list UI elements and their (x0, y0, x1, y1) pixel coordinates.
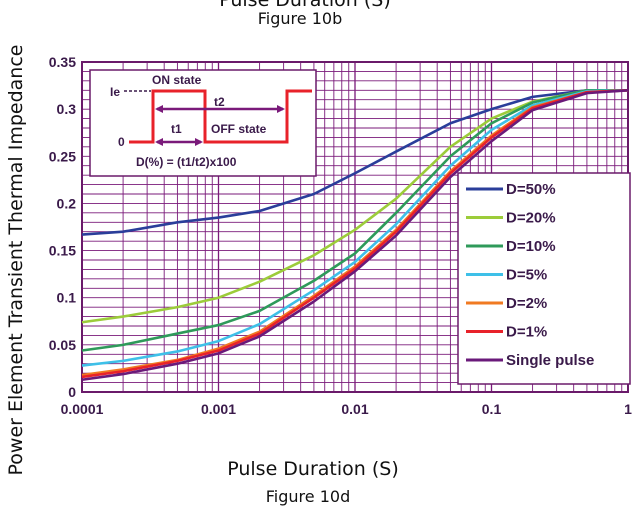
legend-label-d-1: D=1% (506, 324, 547, 341)
legend-label-single-pulse: Single pulse (506, 352, 594, 369)
x-tick-label: 0.0001 (61, 401, 104, 417)
y-axis-title: Power Element Transient Thermal Impedanc… (5, 45, 27, 476)
figure-label: Figure 10d (266, 487, 350, 506)
chart-legend: D=50% D=20% D=10% D=5% D=2% D=1% Single pulse (457, 172, 631, 385)
chart-tick-labels: 0.0001 0.001 0.01 0.1 1 0 0.05 0.1 0.15 0.2 0.25 0.… (49, 54, 632, 417)
series-line-d-1 (81, 88, 629, 379)
y-tick-label: 0.3 (57, 101, 77, 117)
y-tick-label: 0 (68, 384, 76, 400)
inset-pulse-wave (129, 89, 312, 144)
chart-series-lines (81, 88, 629, 382)
legend-label-d-2: D=2% (506, 295, 547, 312)
inset-t2-arrow-left (155, 105, 163, 113)
inset-level-label: Ie (110, 85, 120, 99)
y-tick-label: 0.05 (49, 337, 76, 353)
inset-zero-label: 0 (118, 135, 125, 149)
inset-t2-arrow-right (277, 105, 285, 113)
inset-t1-arrow-left (155, 138, 163, 146)
y-tick-label: 0.1 (57, 290, 77, 306)
legend-frame (457, 172, 631, 385)
series-line-single-pulse (81, 88, 629, 382)
y-tick-label: 0.15 (49, 243, 76, 259)
x-tick-label: 0.001 (201, 401, 236, 417)
series-line-d-5 (81, 88, 629, 367)
top-caption-partial: Pulse Duration (S) (219, 0, 391, 11)
legend-label-d-20: D=20% (506, 210, 556, 227)
x-tick-label: 1 (624, 401, 632, 417)
legend-label-d-5: D=5% (506, 267, 547, 284)
duty-cycle-inset: Ie 0 ON state OFF state t2 t1 D(%) = (t1… (89, 69, 317, 177)
inset-on-state-label: ON state (152, 73, 202, 87)
top-figure-label: Figure 10b (258, 9, 342, 28)
x-tick-label: 0.1 (482, 401, 502, 417)
y-tick-label: 0.35 (49, 54, 76, 70)
y-tick-label: 0.2 (57, 195, 77, 211)
x-axis-title: Pulse Duration (S) (227, 458, 399, 480)
inset-t2-label: t2 (214, 95, 225, 109)
inset-t1-arrow-right (195, 138, 203, 146)
legend-label-d-10: D=10% (506, 238, 556, 255)
inset-off-state-label: OFF state (211, 122, 267, 136)
legend-label-d-50: D=50% (506, 181, 556, 198)
inset-t1-label: t1 (171, 122, 182, 136)
x-tick-label: 0.01 (341, 401, 368, 417)
series-line-d-50 (81, 88, 628, 236)
inset-frame (89, 69, 317, 177)
y-tick-label: 0.25 (49, 148, 76, 164)
inset-formula: D(%) = (t1/t2)x100 (136, 155, 237, 169)
series-line-d-10 (81, 88, 628, 352)
